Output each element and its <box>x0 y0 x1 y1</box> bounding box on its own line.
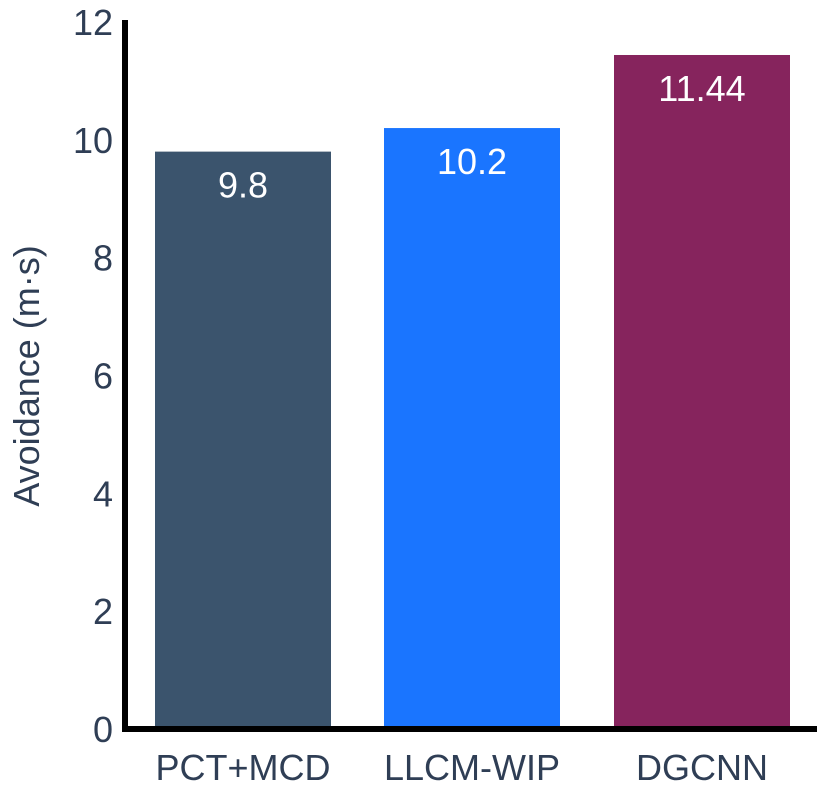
x-tick-labels: PCT+MCD LLCM-WIP DGCNN <box>155 747 768 788</box>
data-label: 9.8 <box>218 165 268 206</box>
y-tick-label: 12 <box>73 2 113 43</box>
axes <box>122 20 817 732</box>
bar-dgcnn <box>614 54 790 729</box>
y-tick-label: 4 <box>93 473 113 514</box>
data-label: 10.2 <box>437 141 507 182</box>
y-tick-label: 8 <box>93 238 113 279</box>
bar-pct-mcd <box>155 151 331 729</box>
x-tick-label: PCT+MCD <box>155 747 330 788</box>
x-tick-label: DGCNN <box>636 747 768 788</box>
y-tick-label: 10 <box>73 120 113 161</box>
y-tick-label: 6 <box>93 356 113 397</box>
data-labels: 9.8 10.2 11.44 <box>218 68 746 206</box>
y-tick-label: 2 <box>93 591 113 632</box>
y-tick-labels: 0 2 4 6 8 10 12 <box>73 2 113 750</box>
data-label: 11.44 <box>658 68 745 109</box>
bar-llcm-wip <box>384 128 560 730</box>
y-axis-title: Avoidance (m·s) <box>6 245 47 506</box>
bars <box>155 54 790 730</box>
x-tick-label: LLCM-WIP <box>384 747 560 788</box>
y-tick-label: 0 <box>93 709 113 750</box>
